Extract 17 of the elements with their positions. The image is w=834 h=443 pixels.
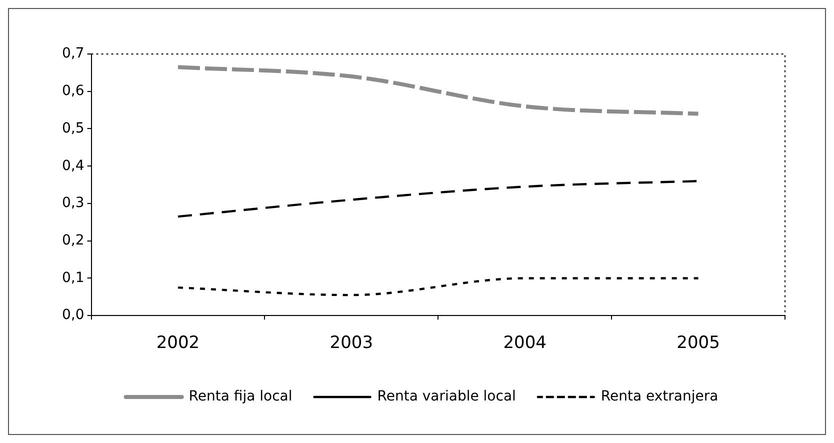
y-tick-label: 0,6 bbox=[62, 83, 84, 100]
y-tick-label: 0,4 bbox=[62, 158, 84, 174]
x-tick-label: 2004 bbox=[503, 333, 546, 354]
x-tick-label: 2003 bbox=[330, 333, 374, 354]
line-series bbox=[176, 65, 700, 116]
y-tick-label: 0,2 bbox=[62, 232, 84, 248]
y-tick-label: 0,1 bbox=[62, 270, 84, 286]
line-series bbox=[176, 180, 700, 218]
legend-label: Renta fija local bbox=[188, 388, 292, 405]
y-tick-label: 0,0 bbox=[62, 307, 84, 324]
legend-label: Renta variable local bbox=[377, 388, 516, 405]
x-tick-label: 2002 bbox=[156, 333, 200, 354]
y-tick-label: 0,7 bbox=[62, 46, 84, 62]
y-tick-label: 0,5 bbox=[62, 120, 84, 136]
y-tick-label: 0,3 bbox=[62, 195, 84, 212]
x-tick-label: 2005 bbox=[676, 333, 720, 354]
legend-label: Renta extranjera bbox=[600, 388, 718, 405]
